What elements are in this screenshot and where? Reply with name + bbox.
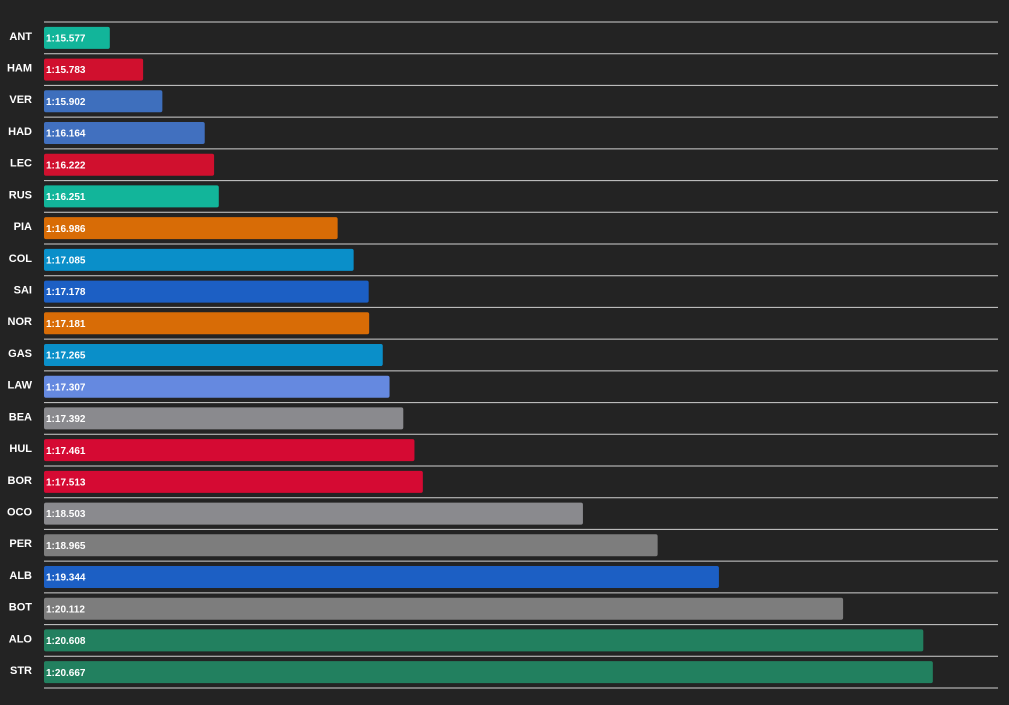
driver-label: LAW	[8, 380, 33, 392]
value-label: 1:15.902	[46, 97, 86, 108]
value-label: 1:18.965	[46, 541, 86, 552]
bar	[44, 534, 658, 557]
driver-label: SAI	[14, 284, 32, 296]
driver-label: ALO	[9, 633, 33, 645]
driver-label: STR	[10, 665, 32, 677]
driver-label: PER	[9, 538, 32, 550]
value-label: 1:18.503	[46, 509, 86, 520]
driver-label: ALB	[9, 570, 32, 582]
value-label: 1:17.265	[46, 351, 86, 362]
value-label: 1:20.667	[46, 668, 86, 679]
value-label: 1:17.513	[46, 477, 86, 488]
value-label: 1:15.577	[46, 33, 86, 44]
driver-label: ANT	[9, 31, 32, 43]
bar	[44, 502, 583, 525]
driver-label: PIA	[14, 221, 32, 233]
bar	[44, 312, 370, 335]
driver-label: LEC	[10, 158, 32, 170]
driver-label: BEA	[9, 411, 32, 423]
bar	[44, 217, 338, 240]
value-label: 1:16.986	[46, 224, 86, 235]
driver-label: HAD	[8, 126, 32, 138]
bar	[44, 407, 404, 430]
driver-label: OCO	[7, 506, 33, 518]
bar	[44, 375, 390, 398]
bar	[44, 439, 415, 462]
driver-label: COL	[9, 253, 33, 265]
value-label: 1:17.307	[46, 382, 86, 393]
value-label: 1:20.112	[46, 604, 85, 615]
value-label: 1:17.461	[46, 446, 86, 457]
value-label: 1:15.783	[46, 65, 86, 76]
bar	[44, 26, 110, 49]
value-label: 1:17.085	[46, 255, 86, 266]
bar	[44, 58, 144, 81]
driver-label: HAM	[7, 62, 32, 74]
driver-label: BOR	[8, 475, 33, 487]
value-label: 1:17.181	[46, 319, 86, 330]
bar	[44, 153, 215, 176]
bar	[44, 597, 844, 620]
value-label: 1:19.344	[46, 573, 86, 584]
value-label: 1:16.164	[46, 129, 86, 140]
value-label: 1:16.251	[46, 192, 86, 203]
value-label: 1:16.222	[46, 160, 86, 171]
bar	[44, 661, 933, 684]
driver-label: RUS	[9, 189, 32, 201]
bar	[44, 470, 423, 493]
driver-label: BOT	[9, 602, 33, 614]
driver-label: GAS	[8, 348, 32, 360]
bar	[44, 90, 163, 113]
bar	[44, 629, 924, 652]
bar	[44, 280, 369, 303]
value-label: 1:20.608	[46, 636, 86, 647]
value-label: 1:17.178	[46, 287, 86, 298]
bar	[44, 566, 719, 588]
driver-label: NOR	[8, 316, 33, 328]
bar	[44, 185, 219, 208]
value-label: 1:17.392	[46, 414, 86, 425]
bar	[44, 344, 383, 366]
driver-label: HUL	[9, 443, 32, 455]
bar	[44, 248, 354, 271]
driver-label: VER	[9, 94, 32, 106]
bar	[44, 122, 205, 144]
